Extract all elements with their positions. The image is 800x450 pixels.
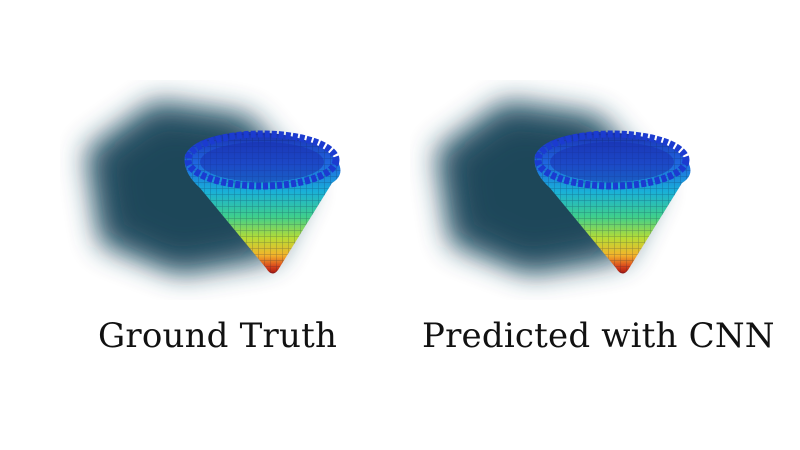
cone-surface: [534, 130, 691, 274]
panel-ground-truth: Ground Truth: [85, 100, 341, 356]
caption-predicted: Predicted with CNN: [422, 316, 775, 356]
predicted-render: [435, 100, 691, 275]
panel-predicted: Predicted with CNN: [400, 0, 800, 450]
caption-ground-truth: Ground Truth: [98, 316, 338, 356]
ground-truth-render: [85, 100, 341, 275]
cone-surface: [184, 130, 341, 274]
